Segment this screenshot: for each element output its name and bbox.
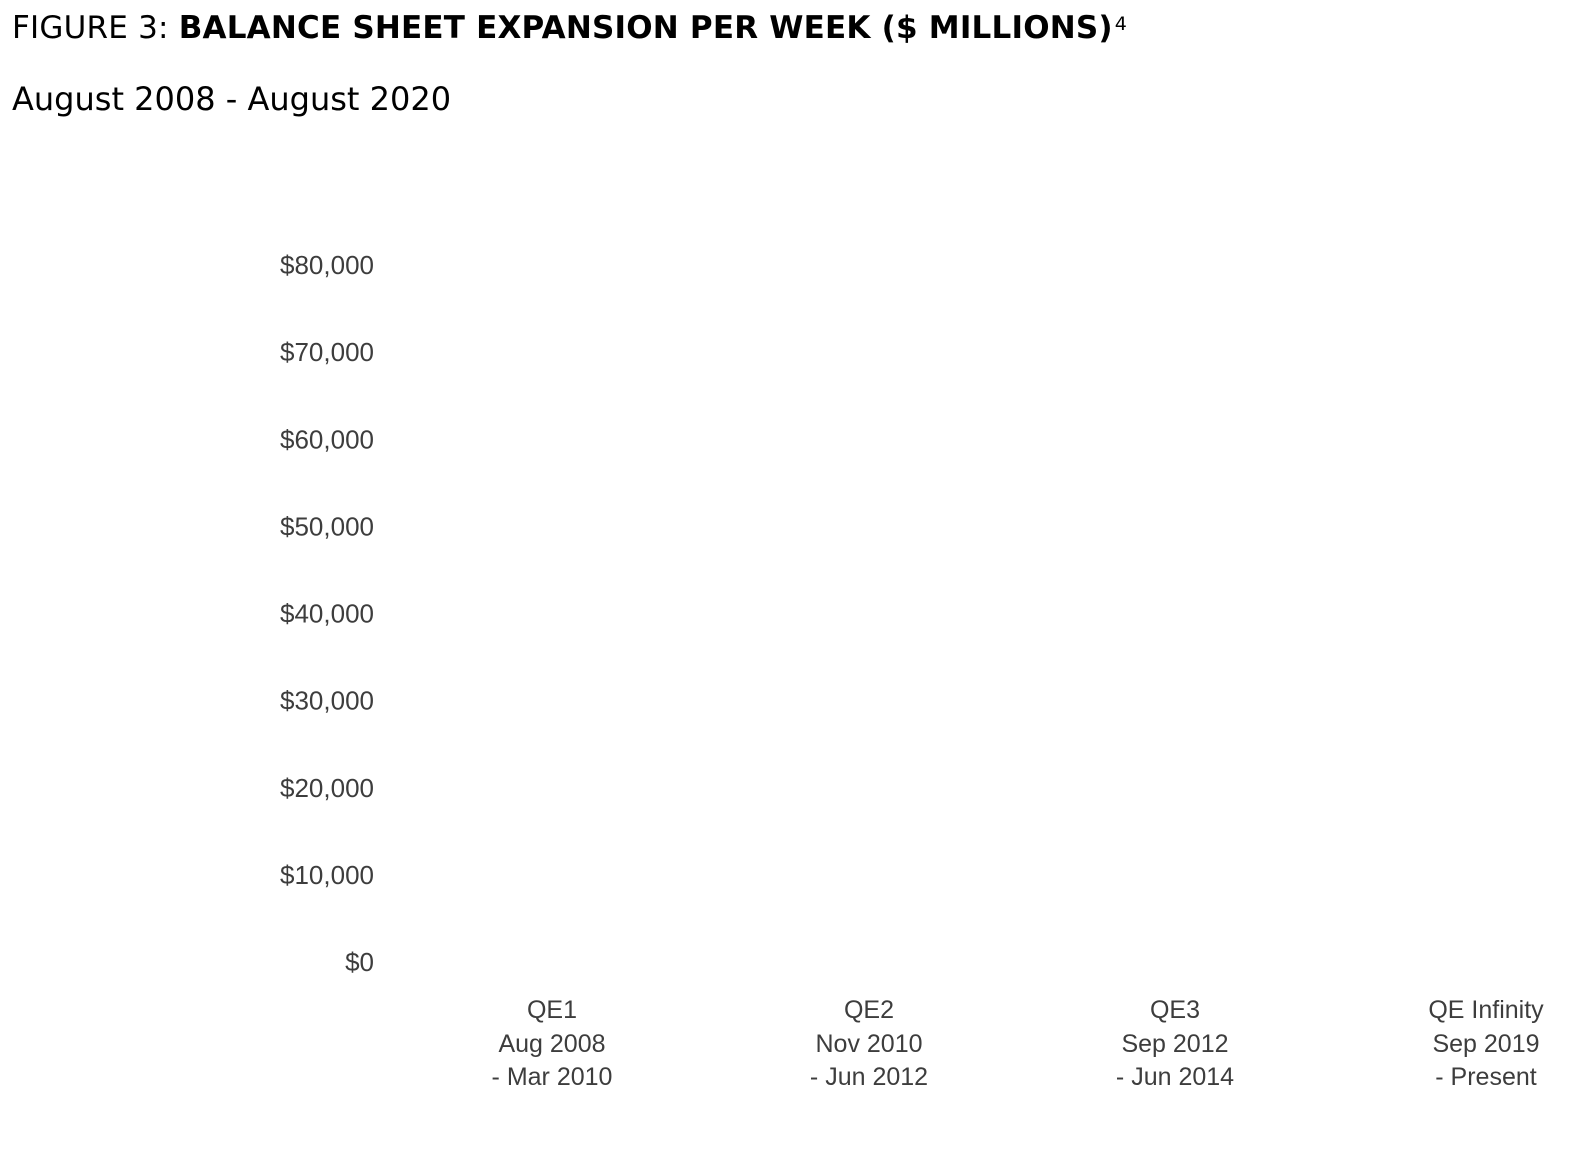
x-tick-label: QE2 Nov 2010- Jun 2012 — [810, 996, 928, 1091]
y-tick-label: $60,000 — [280, 424, 374, 454]
footnote-marker: 4 — [1114, 13, 1128, 35]
chart-title: BALANCE SHEET EXPANSION PER WEEK ($ MILL… — [178, 10, 1113, 46]
y-tick-label: $0 — [345, 947, 374, 977]
x-tick-label: QE1 Aug 2008- Mar 2010 — [492, 996, 613, 1091]
y-tick-label: $40,000 — [280, 599, 374, 629]
y-tick-label: $70,000 — [280, 337, 374, 367]
x-axis: QE1 Aug 2008- Mar 2010 QE2 Nov 2010- Jun 20… — [492, 996, 1545, 1091]
y-tick-label: $80,000 — [280, 250, 374, 280]
y-tick-label: $50,000 — [280, 511, 374, 541]
x-tick-label: QE Infinity Sep 2019- Present — [1428, 996, 1544, 1091]
figure-number: FIGURE 3: — [12, 10, 179, 46]
figure-title: FIGURE 3: BALANCE SHEET EXPANSION PER WE… — [12, 8, 1127, 48]
chart-subtitle: August 2008 - August 2020 — [12, 80, 452, 118]
y-tick-label: $30,000 — [280, 686, 374, 716]
y-tick-label: $10,000 — [280, 860, 374, 890]
y-axis: $0 $10,000 $20,000 $30,000 $40,000 $50,000 $60… — [280, 250, 374, 977]
x-tick-label: QE3 Sep 2012- Jun 2014 — [1116, 996, 1234, 1091]
y-tick-label: $20,000 — [280, 773, 374, 803]
